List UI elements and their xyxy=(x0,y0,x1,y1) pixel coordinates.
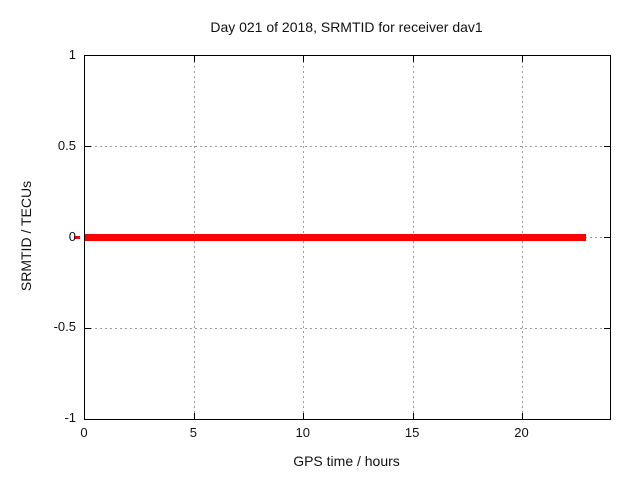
x-tick-mark-bottom xyxy=(193,413,195,419)
y-tick-label: -1 xyxy=(64,410,76,425)
plot-area xyxy=(84,55,611,420)
y-tick-mark-right xyxy=(604,146,610,148)
y-tick-mark-right xyxy=(604,327,610,329)
y-gridline xyxy=(85,327,610,329)
y-tick-label: 0 xyxy=(68,228,76,244)
chart-title: Day 021 of 2018, SRMTID for receiver dav… xyxy=(210,19,483,35)
x-tick-mark-top xyxy=(412,56,414,62)
y-tick-mark-right xyxy=(604,237,610,238)
x-tick-mark-bottom xyxy=(522,413,523,419)
series-start-cap-dash xyxy=(74,236,80,239)
x-tick-mark-top xyxy=(193,56,195,62)
x-tick-mark-top xyxy=(303,56,305,62)
series-srmtid-line xyxy=(85,234,586,241)
x-tick-mark-bottom xyxy=(412,413,414,419)
y-tick-label: 1 xyxy=(68,47,76,62)
y-tick-label: -0.5 xyxy=(53,319,76,335)
x-tick-label: 20 xyxy=(514,425,529,440)
y-tick-mark-left xyxy=(85,327,91,329)
x-axis-title: GPS time / hours xyxy=(293,453,400,469)
x-tick-label: 15 xyxy=(404,425,420,440)
x-tick-mark-top xyxy=(522,56,523,62)
x-tick-label: 5 xyxy=(189,425,197,440)
x-tick-label: 0 xyxy=(80,425,88,440)
y-gridline xyxy=(85,146,610,148)
x-tick-label: 10 xyxy=(295,425,310,440)
y-tick-mark-left xyxy=(85,146,91,148)
y-tick-label: 0.5 xyxy=(57,137,76,153)
x-tick-mark-bottom xyxy=(303,413,305,419)
